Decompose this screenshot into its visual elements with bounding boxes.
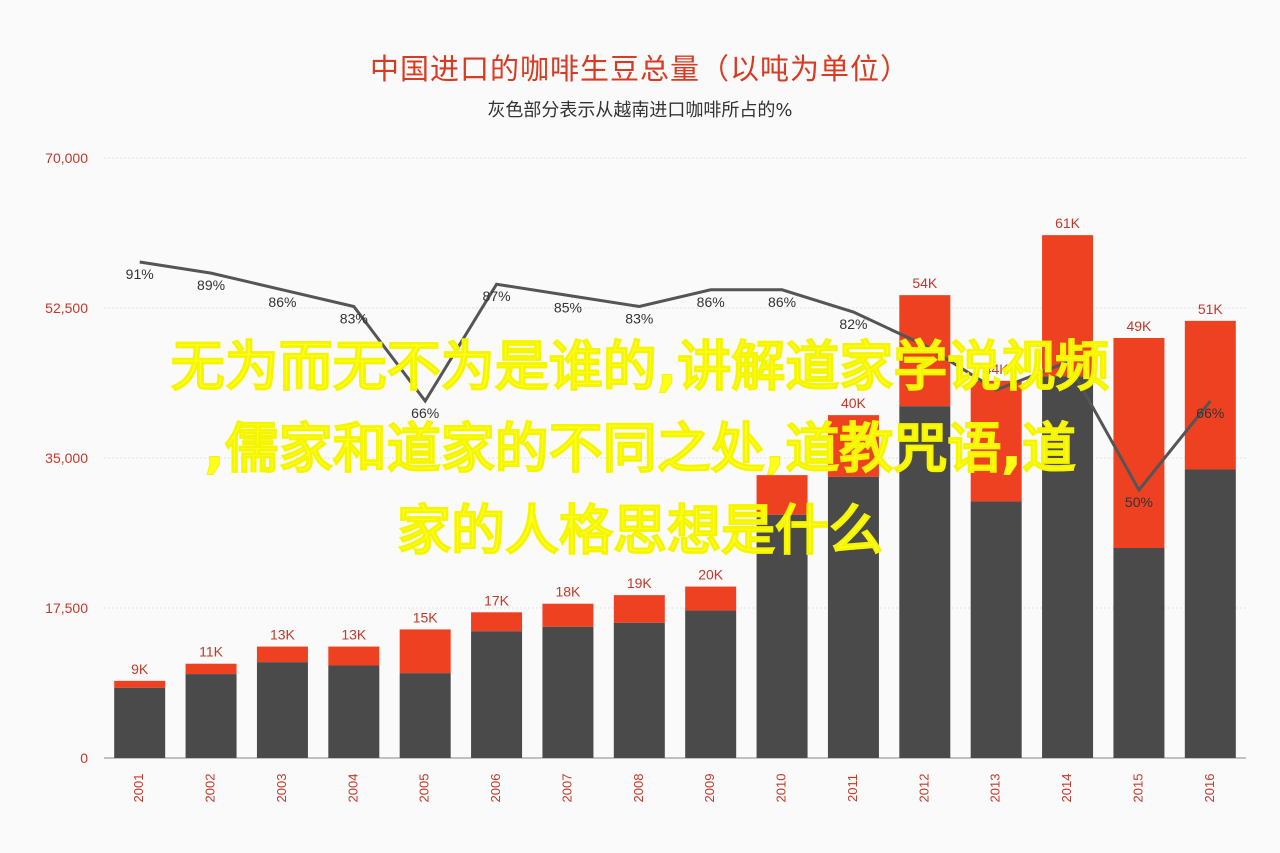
bar-vietnam (899, 406, 951, 758)
x-tick-label: 2003 (274, 774, 289, 803)
bar-other (970, 380, 1022, 502)
bar-other (542, 603, 594, 627)
share-line (139, 260, 1212, 493)
bar-total-label: 49K (1126, 318, 1152, 334)
pct-label: 83% (625, 310, 653, 326)
bar-vietnam (399, 673, 451, 758)
bar-other (185, 663, 237, 675)
bar-vietnam (756, 514, 808, 758)
x-tick-label: 2004 (345, 774, 360, 803)
bar-other (1113, 338, 1165, 548)
bar-vietnam (328, 665, 380, 758)
bar-vietnam (827, 476, 879, 758)
bar-other (471, 612, 523, 632)
bar-other (756, 475, 808, 515)
x-tick-label: 2005 (417, 774, 432, 803)
y-tick-label: 17,500 (45, 600, 88, 616)
bar-other (114, 680, 166, 688)
x-tick-label: 2009 (702, 774, 717, 803)
bar-vietnam (1042, 376, 1094, 758)
x-tick-label: 2010 (774, 774, 789, 803)
bar-vietnam (185, 674, 237, 758)
chart-subtitle: 灰色部分表示从越南进口咖啡所占的% (487, 100, 793, 121)
pct-label: 87% (483, 288, 511, 304)
x-tick-label: 2014 (1059, 774, 1074, 803)
bar-vietnam (256, 662, 308, 758)
y-tick-label: 52,500 (45, 300, 88, 316)
bar-vietnam (542, 626, 594, 758)
bar-total-label: 13K (270, 627, 296, 643)
x-tick-label: 2011 (845, 774, 860, 802)
bar-other (899, 295, 951, 407)
bar-total-label: 61K (1055, 215, 1081, 231)
bar-total-label: 44K (984, 361, 1010, 377)
bar-total-label: 54K (912, 275, 938, 291)
bar-total-label: 18K (555, 584, 581, 600)
y-tick-label: 0 (80, 750, 88, 766)
pct-label: 91% (126, 266, 154, 282)
bar-other (328, 646, 380, 666)
x-tick-label: 2002 (203, 774, 218, 803)
x-tick-label: 2001 (131, 774, 146, 803)
bar-total-label: 15K (413, 609, 439, 625)
pct-label: 89% (197, 277, 225, 293)
bar-vietnam (613, 622, 665, 758)
y-tick-label: 35,000 (45, 450, 88, 466)
bar-vietnam (970, 501, 1022, 758)
pct-label: 86% (268, 294, 296, 310)
bar-other (685, 586, 737, 611)
bar-vietnam (114, 687, 166, 758)
x-tick-label: 2008 (631, 774, 646, 803)
bar-total-label: 19K (627, 575, 653, 591)
x-tick-label: 2007 (559, 774, 574, 803)
bar-other (1042, 235, 1094, 377)
x-tick-label: 2016 (1202, 774, 1217, 803)
overlay-line-2: ,儒家和道家的不同之处,道教咒语,道 (204, 417, 1077, 481)
overlay-line-3: 家的人格思想是什么 (397, 499, 884, 563)
bar-vietnam (471, 631, 523, 758)
pct-label: 66% (1196, 405, 1224, 421)
pct-label: 86% (768, 294, 796, 310)
pct-label: 85% (554, 299, 582, 315)
bar-total-label: 51K (1198, 301, 1224, 317)
chart-title: 中国进口的咖啡生豆总量（以吨为单位） (369, 52, 910, 86)
bar-vietnam (1184, 469, 1236, 758)
bar-other (827, 415, 879, 477)
pct-label: 82% (839, 316, 867, 332)
pct-label: 66% (411, 405, 439, 421)
x-tick-label: 2006 (488, 774, 503, 803)
bar-total-label: 9K (131, 661, 149, 677)
pct-label: 86% (697, 294, 725, 310)
bar-total-label: 20K (698, 567, 724, 583)
x-tick-label: 2013 (988, 774, 1003, 803)
x-tick-label: 2015 (1130, 774, 1145, 803)
bar-total-label: 11K (199, 644, 224, 660)
pct-label: 83% (340, 310, 368, 326)
bar-vietnam (1113, 548, 1165, 758)
pct-label: 50% (1125, 494, 1153, 510)
bar-other (399, 629, 451, 674)
x-tick-label: 2012 (916, 774, 931, 803)
y-tick-label: 70,000 (45, 150, 88, 166)
bar-vietnam (685, 610, 737, 758)
bar-total-label: 13K (341, 627, 367, 643)
bar-other (613, 595, 665, 623)
overlay-caption: 无为而无不为是谁的,讲解道家学说视频 ,儒家和道家的不同之处,道教咒语,道 家的… (0, 326, 1280, 572)
overlay-line-1: 无为而无不为是谁的,讲解道家学说视频 (170, 335, 1110, 399)
bar-total-label: 17K (484, 592, 510, 608)
bar-other (1184, 320, 1236, 470)
bar-other (256, 646, 308, 663)
bar-total-label: 40K (841, 395, 867, 411)
